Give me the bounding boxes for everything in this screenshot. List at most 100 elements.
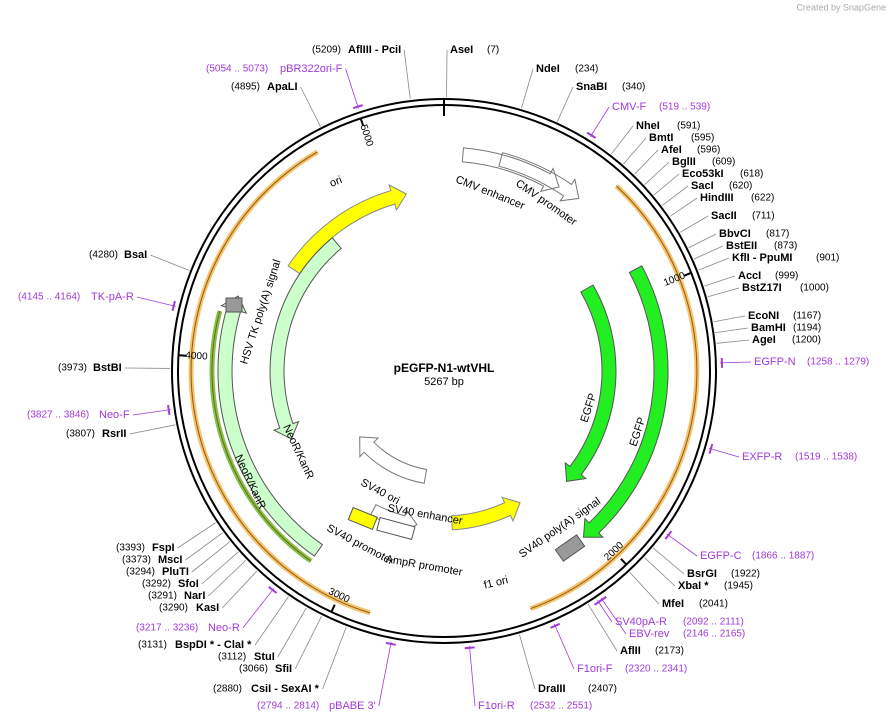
leader-line (277, 607, 307, 658)
primer-leader (553, 623, 575, 670)
primer-leader (469, 645, 476, 707)
ruler-tick (620, 558, 628, 566)
enzyme-site: (3294) (126, 567, 155, 578)
leader-line (662, 185, 689, 206)
leader-line (403, 49, 411, 100)
primer-range: (519 .. 539) (659, 102, 710, 113)
primer-mark (171, 300, 176, 311)
primer-range: (1866 .. 1887) (752, 551, 814, 562)
ruler-label: 5000 (358, 123, 376, 148)
enzyme-site: (591) (677, 121, 700, 132)
primer-mark (352, 104, 363, 110)
leader-line (611, 125, 634, 155)
primer-leader (132, 409, 171, 416)
enzyme-name: SacI (691, 180, 714, 192)
enzyme-site: (3291) (148, 591, 177, 602)
leader-line (644, 557, 676, 587)
plasmid-size: 5267 bp (424, 376, 464, 388)
enzyme-site: (901) (816, 253, 839, 264)
sv40-enh-box (376, 516, 416, 541)
ruler-tick (683, 271, 692, 277)
leader-line (669, 197, 698, 217)
primer-mark (385, 641, 396, 646)
enzyme-name: CsiI - SexAI * (251, 683, 320, 695)
leader-line (191, 541, 231, 573)
enzyme-name: SacII (711, 210, 737, 222)
ruler-label: 4000 (185, 350, 208, 362)
enzyme-name: DraIII (538, 683, 566, 695)
enzyme-site: (999) (775, 271, 798, 282)
leader-line (623, 137, 647, 165)
enzyme-name: MscI (158, 554, 182, 566)
leader-line (698, 257, 730, 271)
ruler-tick (330, 604, 336, 613)
enzyme-site: (1167) (793, 311, 821, 322)
primer-mark (708, 443, 714, 454)
primer-name: F1ori-R (478, 700, 515, 712)
leader-line (208, 559, 247, 597)
primer-name: Neo-F (99, 409, 130, 421)
leader-line (322, 626, 347, 690)
primer-name: EXFP-R (742, 451, 782, 463)
enzyme-name: NarI (184, 590, 205, 602)
primer-leader (589, 106, 610, 138)
enzyme-name: AfeI (661, 144, 682, 156)
enzyme-name: AflII (620, 645, 641, 657)
sv40-ori-box (347, 506, 378, 531)
leader-line (707, 287, 740, 298)
features (188, 147, 700, 616)
enzyme-site: (1922) (731, 569, 760, 580)
enzyme-name: SfiI (275, 663, 292, 675)
enzyme-site: (234) (575, 64, 598, 75)
enzyme-site: (2880) (213, 684, 242, 695)
plasmid-name: pEGFP-N1-wtVHL (394, 361, 495, 375)
leader-line (716, 339, 750, 344)
primer-range: (4145 .. 4164) (18, 292, 80, 303)
primer-leader (136, 296, 176, 307)
orf-arc-core (530, 185, 698, 610)
enzyme-name: BstBI (93, 362, 122, 374)
enzyme-name: SfoI (178, 578, 199, 590)
enzyme-site: (340) (622, 82, 645, 93)
enzyme-name: PluTI (162, 566, 189, 578)
enzyme-name: BmtI (649, 132, 673, 144)
feature-label: NeoR/KanR (280, 423, 316, 481)
leader-line (521, 68, 534, 109)
leader-line (704, 275, 736, 287)
primer-name: CMV-F (612, 101, 647, 113)
enzyme-site: (711) (752, 211, 775, 222)
enzyme-name: KasI (196, 602, 219, 614)
enzyme-name: BstZ17I (742, 282, 782, 294)
primer-range: (2794 .. 2814) (257, 701, 319, 712)
enzyme-site: (3973) (58, 363, 87, 374)
primer-leader (600, 597, 627, 635)
enzyme-site: (596) (697, 145, 720, 156)
leader-line (300, 86, 321, 127)
enzyme-name: XbaI * (678, 580, 709, 592)
enzyme-name: EcoNI (748, 310, 779, 322)
feature-label: ori (328, 174, 344, 190)
feature-arrow (564, 284, 617, 482)
leader-line (221, 570, 258, 609)
enzyme-name: AseI (450, 44, 473, 56)
leader-line (688, 233, 717, 249)
feature-label: f1 ori (483, 574, 510, 592)
enzyme-site: (1945) (724, 581, 753, 592)
leader-line (518, 634, 536, 690)
enzyme-site: (620) (729, 181, 752, 192)
primer-name: pBABE 3' (329, 700, 376, 712)
enzyme-site: (595) (691, 133, 714, 144)
feature-arrow (498, 152, 580, 202)
primer-mark (664, 530, 673, 540)
enzyme-site: (3112) (218, 652, 246, 663)
enzyme-name: SnaBI (576, 81, 607, 93)
feature-arrow (287, 183, 408, 275)
enzyme-site: (4280) (89, 250, 118, 261)
leader-line (185, 532, 224, 561)
primer-leader (345, 68, 359, 109)
leader-line (693, 245, 724, 260)
primer-leader (378, 641, 392, 707)
enzyme-site: (2173) (655, 646, 684, 657)
enzyme-name: BspDI * - ClaI * (175, 639, 252, 651)
orf-arc-core (190, 151, 371, 614)
